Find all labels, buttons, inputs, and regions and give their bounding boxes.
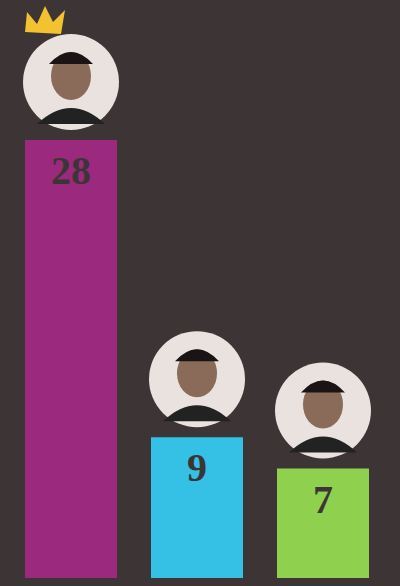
svg-text:28: 28 [51,148,91,193]
svg-text:7: 7 [313,477,333,522]
svg-text:9: 9 [187,445,207,490]
